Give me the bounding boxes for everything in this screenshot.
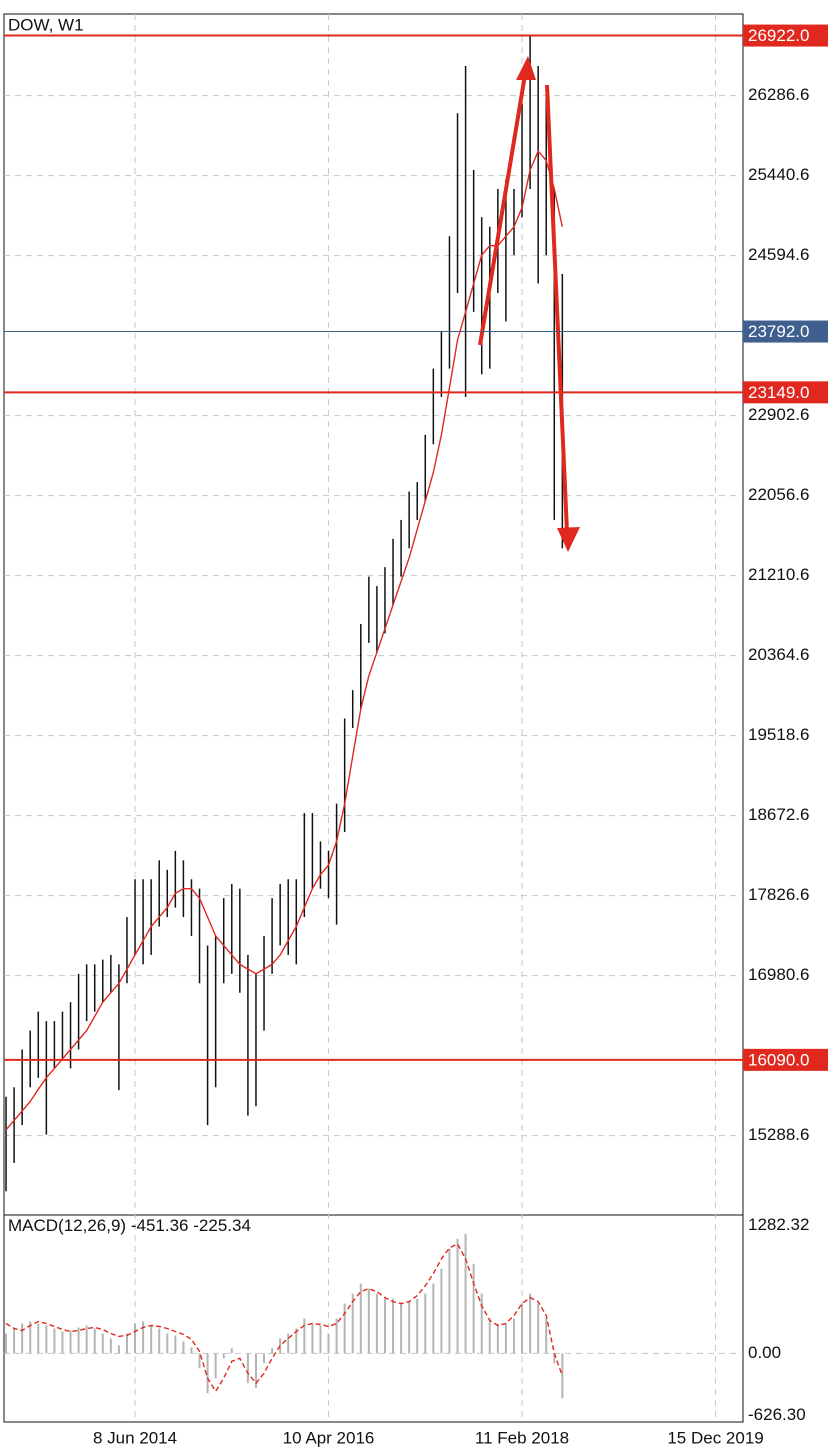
x-tick-label: 8 Jun 2014	[93, 1428, 177, 1447]
level-label-box	[743, 24, 828, 47]
level-label: 23149.0	[748, 383, 809, 402]
annotation-arrows	[478, 56, 580, 552]
y-tick-label: 22902.6	[748, 405, 809, 424]
arrow-head	[516, 56, 536, 80]
y-tick-label: 25440.6	[748, 165, 809, 184]
moving-average	[5, 149, 563, 1131]
macd-value: -451.36	[131, 1216, 189, 1235]
arrow-down	[545, 84, 569, 533]
level-label-box	[743, 381, 828, 404]
y-tick-label: 22056.6	[748, 485, 809, 504]
y-tick-label: 20364.6	[748, 645, 809, 664]
y-tick-label: 19518.6	[748, 725, 809, 744]
macd-pane	[3, 1214, 744, 1423]
y-tick-label: 24594.6	[748, 245, 809, 264]
arrow-up	[478, 74, 527, 346]
price-pane	[3, 13, 744, 1216]
macd-title: MACD(12,26,9) -451.36 -225.34	[8, 1216, 251, 1235]
y-tick-label: 26286.6	[748, 85, 809, 104]
chart-title: DOW, W1	[8, 15, 84, 34]
level-label-box	[743, 1048, 828, 1071]
signal-value: -225.34	[193, 1216, 251, 1235]
y-tick-label: 0.00	[748, 1343, 781, 1362]
y-tick-label: 1282.32	[748, 1215, 809, 1234]
level-label: 26922.0	[748, 26, 809, 45]
marks	[4, 14, 743, 1422]
arrow-head	[557, 527, 580, 552]
y-tick-label: 21210.6	[748, 565, 809, 584]
macd-name: MACD(12,26,9)	[8, 1216, 126, 1235]
y-tick-label: 15288.6	[748, 1125, 809, 1144]
signal-line	[5, 1242, 563, 1393]
level-label: 23792.0	[748, 322, 809, 341]
x-tick-label: 15 Dec 2019	[667, 1428, 763, 1447]
x-tick-label: 11 Feb 2018	[475, 1428, 569, 1447]
x-tick-label: 10 Apr 2016	[283, 1428, 375, 1447]
y-tick-label: 17826.6	[748, 885, 809, 904]
level-label-box	[743, 320, 828, 343]
y-tick-label: -626.30	[748, 1405, 806, 1424]
y-tick-label: 16980.6	[748, 965, 809, 984]
level-label: 16090.0	[748, 1050, 809, 1069]
y-tick-label: 18672.6	[748, 805, 809, 824]
